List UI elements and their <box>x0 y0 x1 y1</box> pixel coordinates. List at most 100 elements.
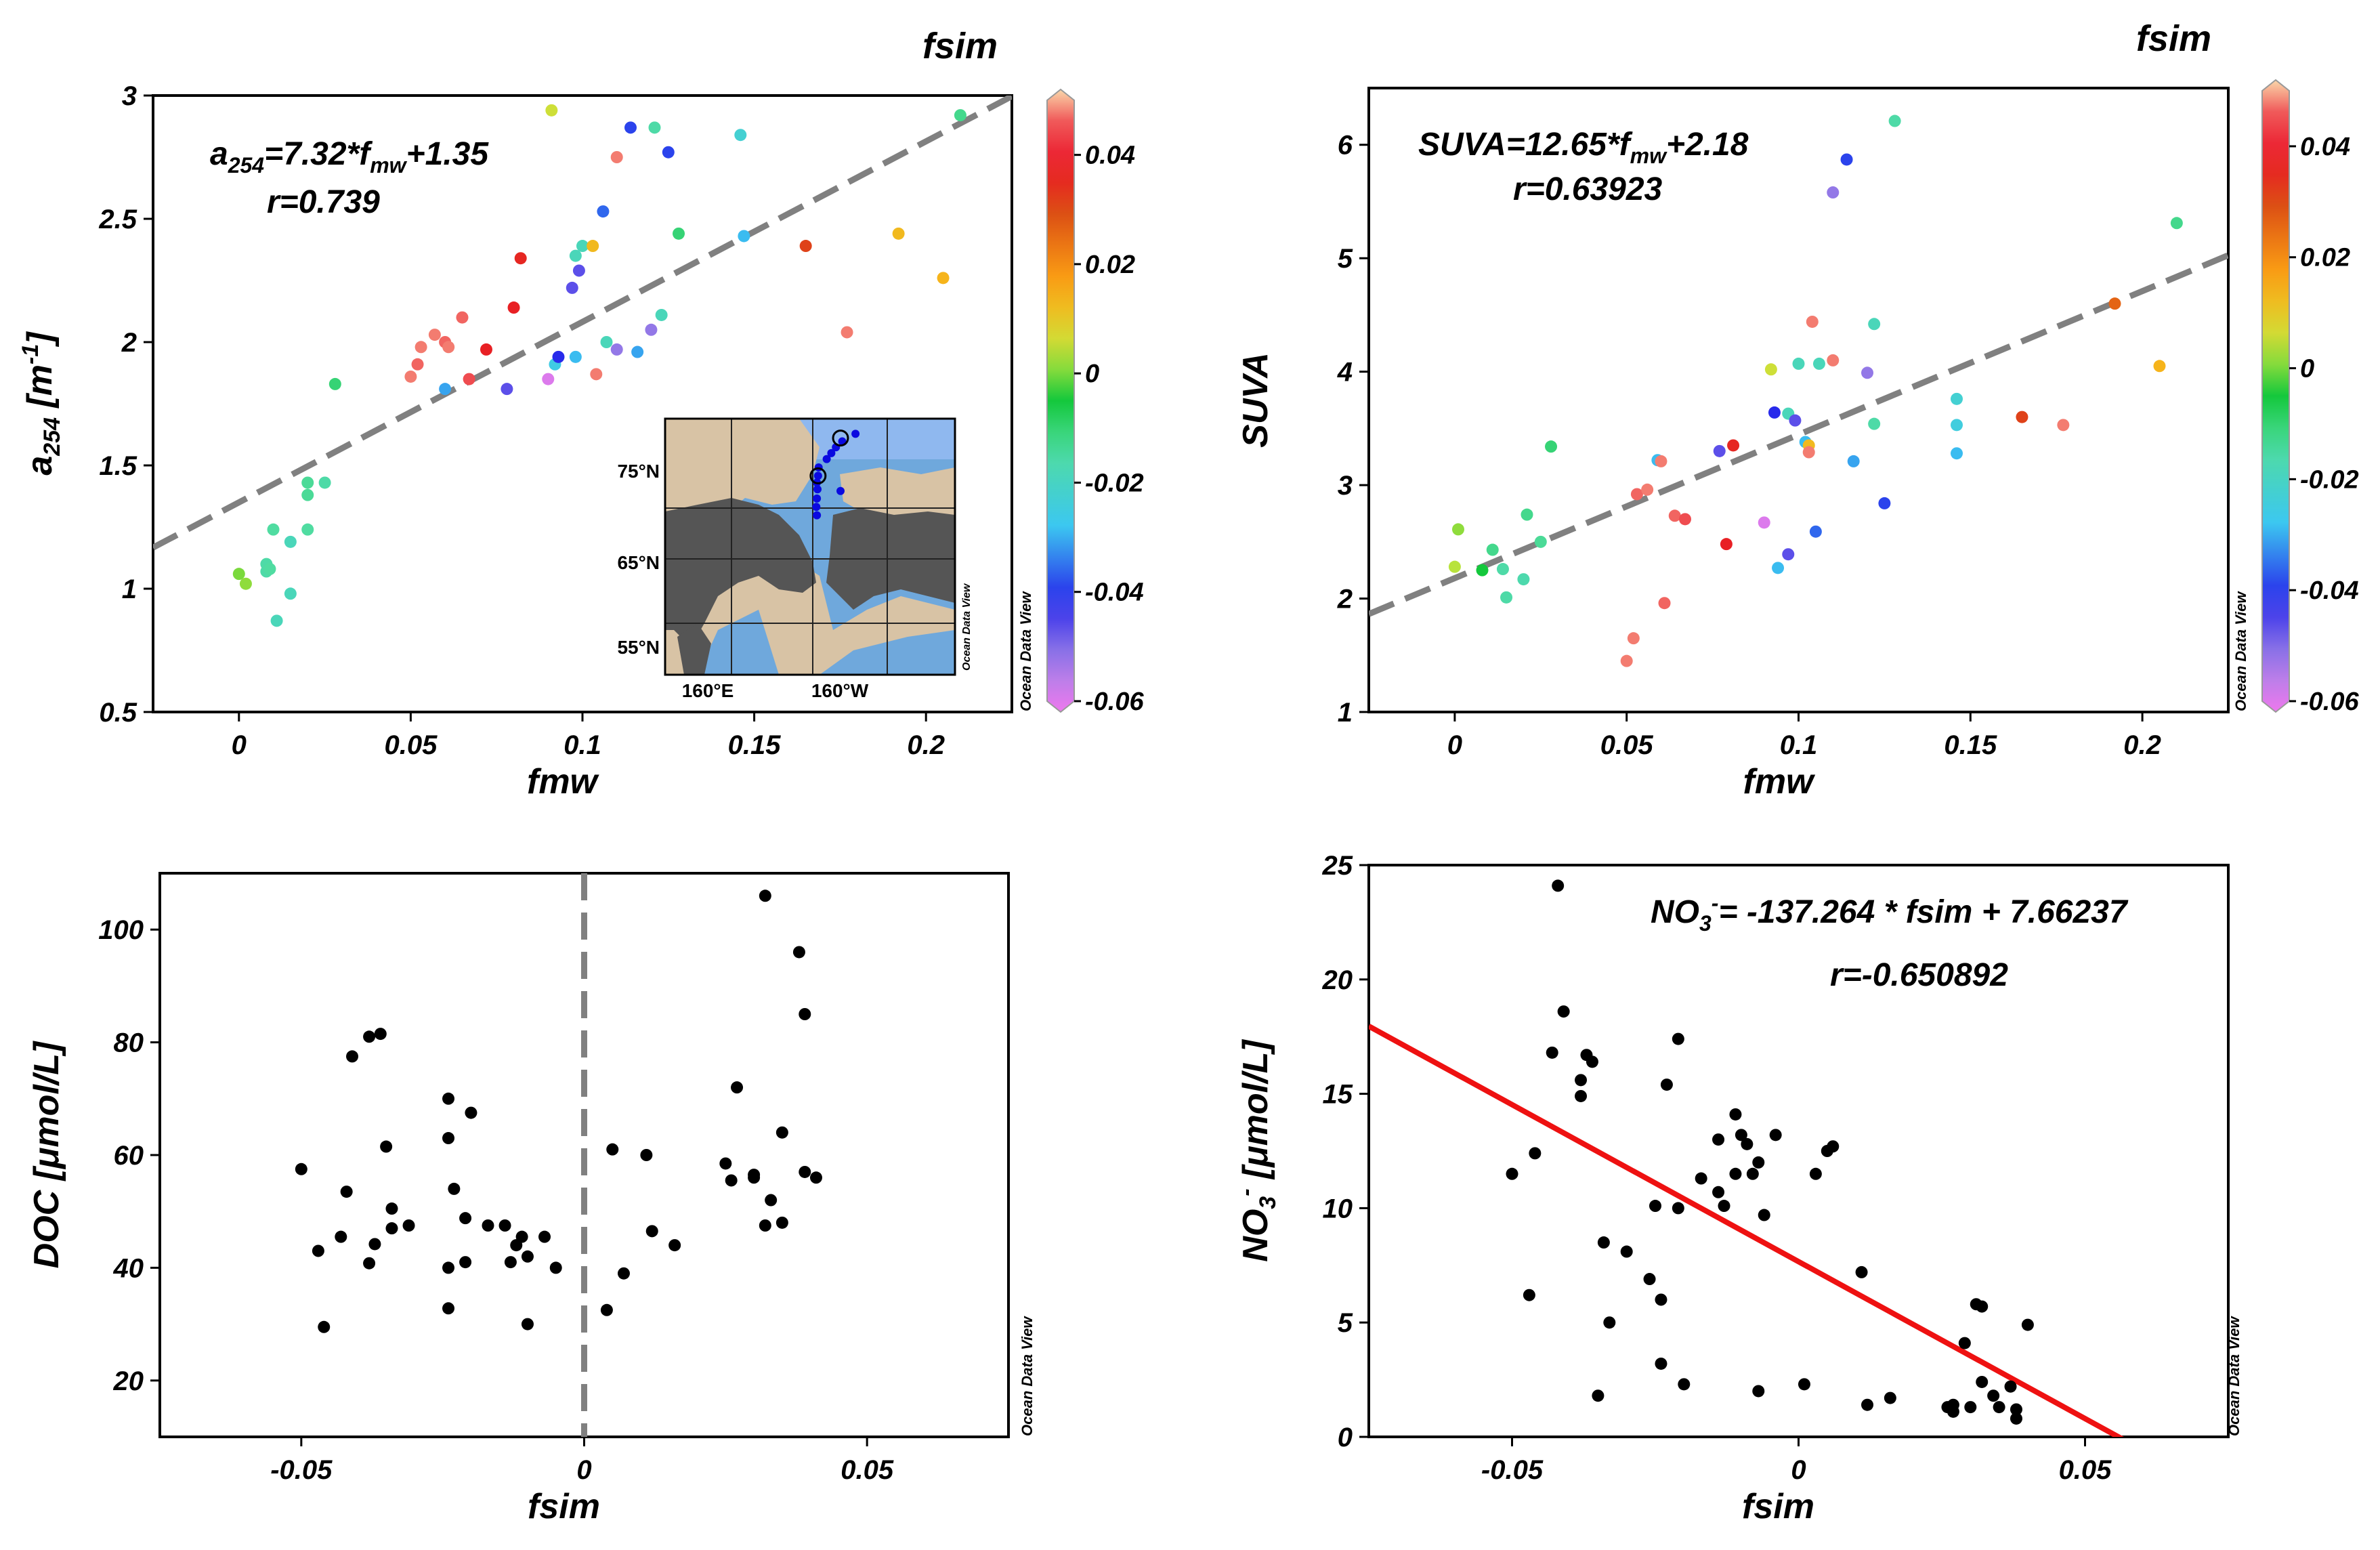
data-point <box>363 1030 376 1043</box>
map-station <box>827 448 836 457</box>
eq-sub: mw <box>1630 144 1667 168</box>
ocean-data-view-watermark: Ocean Data View <box>2226 1316 2243 1436</box>
data-point <box>346 1050 359 1063</box>
data-point <box>2153 360 2166 373</box>
map-station <box>822 455 831 463</box>
inset-map: 75°N 65°N 55°N 160°E 160°W Ocean Data View <box>617 417 973 701</box>
data-point <box>480 343 492 356</box>
data-point <box>600 1303 613 1316</box>
data-point <box>1720 538 1733 551</box>
data-point <box>411 358 424 371</box>
map-station <box>813 494 822 503</box>
data-point <box>1486 543 1499 556</box>
land-chukotka <box>665 498 816 647</box>
ocean-data-view-watermark: Ocean Data View <box>2232 591 2249 711</box>
x-tick-label: 0.1 <box>1780 730 1818 760</box>
data-point <box>1868 318 1881 331</box>
data-point <box>809 1171 822 1184</box>
data-point <box>1746 1167 1759 1180</box>
map-watermark: Ocean Data View <box>961 583 973 671</box>
data-point <box>1958 1337 1971 1349</box>
data-point <box>1752 1156 1765 1169</box>
data-point <box>1827 354 1840 366</box>
y-tick-label: 100 <box>98 915 144 945</box>
regression-line <box>153 96 1012 551</box>
plot-area <box>1369 879 2125 1437</box>
data-point <box>439 383 452 396</box>
regression-equation: NO3-= -137.264 * fsim + 7.66237 <box>1651 891 2129 936</box>
data-point <box>1735 1129 1747 1141</box>
data-point <box>442 1132 455 1145</box>
map-station <box>813 511 822 520</box>
y-label-main: SUVA <box>1236 352 1275 448</box>
x-tick-label: 0.2 <box>2123 730 2161 760</box>
data-point <box>456 311 469 324</box>
data-point <box>2010 1412 2022 1425</box>
data-point <box>1529 1147 1542 1160</box>
data-point <box>1534 535 1547 548</box>
data-point <box>1772 562 1785 574</box>
data-point <box>2004 1380 2017 1393</box>
panel-bottom-left: -0.05 0 0.05 20 40 60 80 100 fsim DOC [μmol/L] Oce… <box>27 872 1036 1526</box>
y-label-main: DOC [μmol/L] <box>27 1041 66 1268</box>
data-point <box>590 368 603 381</box>
data-point <box>482 1219 494 1232</box>
data-point <box>759 889 771 902</box>
x-tick-label: 0.15 <box>728 730 782 760</box>
y-tick-label: 1.5 <box>99 451 137 481</box>
data-point <box>892 227 905 240</box>
data-point <box>2010 1403 2022 1416</box>
colorbar: 0.04 0.02 0 -0.02 -0.04 -0.06 <box>2261 79 2359 716</box>
y-tick-label: 20 <box>1322 965 1353 995</box>
correlation-coefficient: r=0.63923 <box>1513 171 1663 207</box>
y-tick-label: 5 <box>1338 1308 1353 1338</box>
y-tick-label: 40 <box>113 1253 144 1283</box>
data-point <box>1976 1300 1989 1313</box>
y-tick-label: 1 <box>1338 698 1353 728</box>
data-point <box>1758 1209 1770 1221</box>
data-point <box>1620 1245 1633 1258</box>
y-tick-label: 1 <box>122 574 137 604</box>
data-point <box>270 614 283 627</box>
data-point <box>1575 1074 1588 1087</box>
y-tick-label: 15 <box>1323 1080 1353 1110</box>
x-tick-label: -0.05 <box>1481 1455 1544 1485</box>
colorbar: 0.04 0.02 0 -0.02 -0.04 -0.06 <box>1046 88 1144 716</box>
data-point <box>1506 1167 1518 1180</box>
map-station <box>813 485 822 494</box>
data-point <box>498 1219 511 1232</box>
y-tick-label: 2.5 <box>98 205 137 234</box>
map-station <box>851 430 860 438</box>
data-point <box>606 1143 619 1156</box>
y-tick-label: 2 <box>121 328 137 358</box>
data-point <box>640 1149 653 1161</box>
data-point <box>1792 357 1805 370</box>
data-point <box>1729 1108 1742 1120</box>
data-point <box>2021 1318 2034 1331</box>
data-point <box>1672 1032 1684 1045</box>
data-point <box>415 341 427 354</box>
data-point <box>1878 497 1891 509</box>
y-tick-label: 0 <box>1338 1423 1353 1452</box>
data-point <box>515 1230 528 1243</box>
data-point <box>2016 411 2028 423</box>
data-point <box>1888 114 1901 127</box>
data-point <box>284 587 297 600</box>
y-axis-label: a254 [m-1] <box>18 331 65 476</box>
x-tick-label: 0 <box>1447 730 1462 760</box>
eq-sub: mw <box>370 153 407 177</box>
x-axis-label: fmw <box>1743 762 1816 801</box>
ocean-data-view-watermark: Ocean Data View <box>1019 1316 1036 1436</box>
panel-top-left: 0 0.05 0.1 0.15 0.2 0.5 1 1.5 2 2.5 3 fmw a254 [m-1]… <box>18 26 1144 801</box>
colorbar-tick-label: -0.04 <box>2300 577 2359 605</box>
data-point <box>521 1250 534 1263</box>
eq-sub: 254 <box>228 153 265 177</box>
data-point <box>1976 1375 1989 1388</box>
eq-part: +2.18 <box>1666 127 1749 163</box>
x-tick-label: 0 <box>576 1455 591 1485</box>
data-point <box>1546 1046 1558 1059</box>
data-point <box>668 1239 681 1252</box>
regression-equation: a254=7.32*fmw+1.35 <box>210 136 489 177</box>
data-point <box>1655 1357 1667 1370</box>
data-point <box>734 129 747 142</box>
